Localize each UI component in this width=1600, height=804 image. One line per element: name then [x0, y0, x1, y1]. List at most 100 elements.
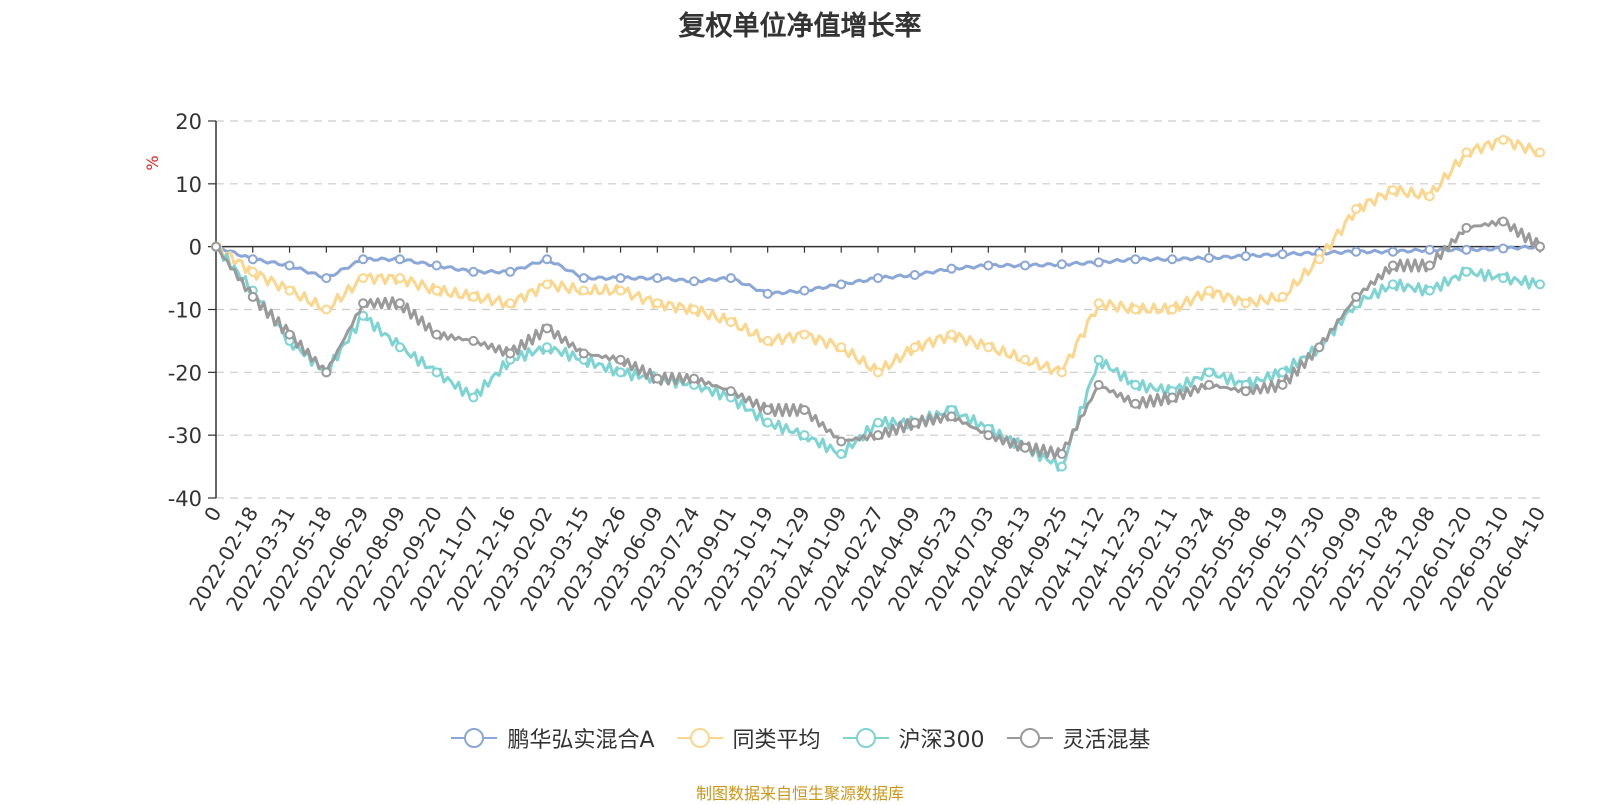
data-point	[394, 273, 405, 284]
data-point	[1535, 279, 1545, 290]
data-point	[468, 291, 479, 302]
data-point	[1020, 354, 1031, 365]
data-point	[1167, 254, 1178, 265]
data-point	[468, 266, 479, 277]
data-point	[358, 298, 369, 309]
data-point	[725, 273, 736, 284]
data-point	[1351, 203, 1362, 214]
data-point	[1277, 379, 1288, 390]
data-point	[836, 342, 847, 353]
data-point	[505, 266, 516, 277]
data-point	[799, 329, 810, 340]
series-line-0	[215, 244, 1541, 297]
data-point	[358, 273, 369, 284]
data-point	[1351, 246, 1362, 257]
data-point	[1314, 342, 1325, 353]
data-point	[652, 273, 663, 284]
data-point	[873, 417, 883, 428]
legend-item[interactable]: 鹏华弘实混合A	[449, 722, 655, 754]
legend-item[interactable]: 灵活混基	[1005, 722, 1151, 754]
data-point	[284, 329, 295, 340]
legend-marker-icon	[676, 728, 723, 748]
data-point	[1204, 285, 1214, 296]
legend-label: 沪深300	[898, 728, 985, 753]
data-point	[983, 342, 994, 353]
data-point	[468, 392, 479, 403]
axes: 20100-10-20-30-40%02022-02-182022-03-312…	[143, 110, 1550, 615]
series-line-1	[215, 136, 1542, 376]
data-point	[358, 254, 369, 265]
data-point	[431, 260, 442, 271]
data-point	[1130, 304, 1141, 315]
series-group	[211, 134, 1545, 472]
data-point	[1277, 367, 1288, 378]
data-point	[1020, 260, 1031, 271]
data-point	[1093, 354, 1104, 365]
data-source-note: 制图数据来自恒生聚源数据库	[695, 784, 904, 803]
data-point	[725, 317, 736, 328]
data-point	[1277, 291, 1288, 302]
data-point	[247, 254, 258, 265]
data-point	[983, 260, 994, 271]
data-point	[909, 342, 920, 353]
data-point	[578, 273, 589, 284]
data-point	[909, 269, 920, 280]
data-point	[836, 436, 847, 447]
data-point	[652, 298, 663, 309]
data-point	[1240, 251, 1251, 262]
data-point	[284, 285, 295, 296]
data-point	[652, 373, 663, 384]
data-point	[1387, 246, 1398, 257]
data-point	[394, 254, 405, 265]
data-point	[1498, 273, 1509, 284]
data-point	[1498, 216, 1509, 227]
data-point	[1056, 259, 1067, 270]
data-point	[946, 329, 957, 340]
data-point	[1240, 298, 1251, 309]
line-chart: 20100-10-20-30-40%02022-02-182022-03-312…	[143, 110, 1550, 615]
data-point	[615, 367, 626, 378]
data-point	[1204, 252, 1214, 263]
data-point	[873, 367, 883, 378]
data-point	[321, 367, 332, 378]
y-tick-label: 10	[175, 173, 202, 197]
data-point	[1093, 379, 1104, 390]
data-point	[799, 285, 810, 296]
data-point	[542, 279, 552, 290]
data-point	[321, 304, 332, 315]
data-point	[799, 405, 810, 416]
data-point	[1314, 254, 1325, 265]
data-point	[1424, 191, 1435, 202]
data-point	[1535, 241, 1545, 252]
y-tick-label: -10	[168, 299, 202, 323]
data-point	[836, 449, 847, 460]
y-tick-label: 0	[189, 236, 202, 260]
data-point	[1387, 185, 1398, 196]
data-point	[762, 405, 773, 416]
data-point	[1461, 244, 1472, 255]
data-point	[762, 417, 773, 428]
legend: 鹏华弘实混合A 同类平均 沪深300 灵活混基	[0, 722, 1600, 754]
data-point	[1130, 398, 1141, 409]
data-point	[505, 298, 516, 309]
data-point	[542, 254, 552, 265]
data-point	[321, 273, 332, 284]
data-point	[284, 260, 295, 271]
data-point	[431, 329, 442, 340]
data-point	[725, 386, 736, 397]
data-point	[615, 354, 626, 365]
y-tick-label: -20	[168, 361, 202, 385]
legend-item[interactable]: 沪深300	[841, 722, 985, 754]
data-point	[983, 430, 994, 441]
data-point	[946, 411, 957, 422]
legend-label: 同类平均	[732, 728, 821, 753]
y-tick-label: -30	[168, 424, 202, 448]
data-point	[873, 430, 883, 441]
data-point	[1498, 243, 1509, 254]
data-point	[468, 335, 479, 346]
data-point	[1424, 260, 1435, 271]
legend-marker-icon	[1006, 728, 1053, 748]
legend-item[interactable]: 同类平均	[675, 722, 821, 754]
data-point	[1387, 279, 1398, 290]
data-point	[762, 288, 773, 299]
